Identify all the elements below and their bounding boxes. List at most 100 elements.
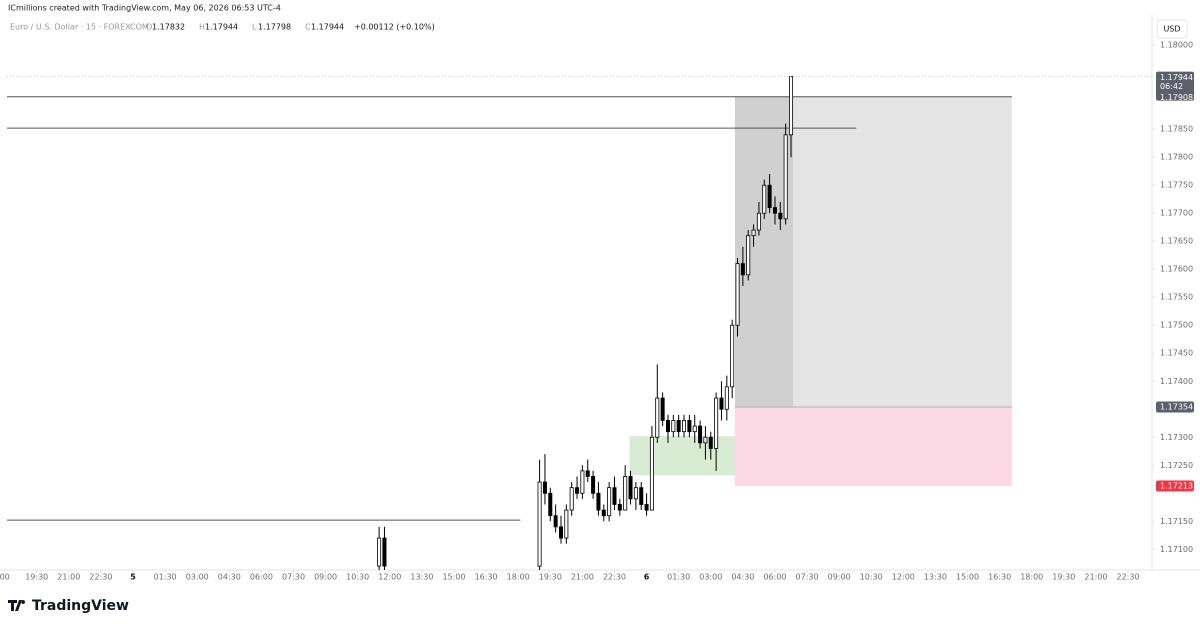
filled-area (734, 96, 793, 408)
x-tick-label: 18:00 (1020, 573, 1043, 582)
candle-body (639, 487, 644, 505)
candle-body (548, 492, 553, 517)
candle-body (783, 134, 788, 220)
countdown: 06:42 (1160, 82, 1183, 91)
y-tick-label: 1.17700 (1160, 209, 1193, 218)
candle-body (789, 76, 794, 136)
x-tick-label: 10:30 (860, 573, 883, 582)
zone (629, 436, 735, 476)
entry-price: 1.17354 (1160, 403, 1193, 412)
x-tick-label: 19:30 (1052, 573, 1075, 582)
stop-tag (1156, 480, 1194, 492)
ohlc-value: 1.17832 (152, 23, 185, 32)
y-tick-label: 1.17550 (1160, 293, 1193, 302)
x-tick-label: 19:30 (25, 573, 48, 582)
x-tick-label: 13:30 (924, 573, 947, 582)
x-tick-label: 22:30 (89, 573, 112, 582)
x-tick-label: 01:30 (667, 573, 690, 582)
x-tick-label: 07:30 (282, 573, 305, 582)
candle-body (730, 324, 735, 388)
candle-body (575, 487, 580, 494)
y-tick-label: 1.17650 (1160, 237, 1193, 246)
x-tick-label: 00 (0, 573, 10, 582)
x-tick-label: 22:30 (603, 573, 626, 582)
currency-button[interactable] (1156, 19, 1188, 39)
y-tick-label: 1.17250 (1160, 461, 1193, 470)
ohlc-value: 1.17944 (205, 23, 238, 32)
x-tick-label: 07:30 (796, 573, 819, 582)
logo (8, 600, 26, 611)
y-tick-label: 1.17750 (1160, 181, 1193, 190)
credit: ICmillions created with TradingView.com,… (8, 4, 281, 13)
candle-body (377, 537, 382, 567)
change: +0.00112 (+0.10%) (354, 23, 435, 32)
candle-body (762, 184, 767, 214)
x-tick-label: 12:00 (378, 573, 401, 582)
candle-body (676, 420, 681, 433)
candle-body (778, 212, 783, 220)
x-tick-label: 03:00 (699, 573, 722, 582)
candle-body (756, 212, 761, 231)
candle-body (724, 386, 729, 410)
ohlc-key: C (305, 23, 311, 32)
candle-body (649, 436, 654, 511)
candle-body (714, 397, 719, 449)
brand: TradingView (32, 598, 129, 614)
x-tick-label: 01:30 (154, 573, 177, 582)
x-tick-label: 16:30 (988, 573, 1011, 582)
x-tick-label: 13:30 (410, 573, 433, 582)
candle-body (596, 492, 601, 511)
candle-body (692, 425, 697, 433)
stop-area (734, 407, 1012, 486)
last-price: 1.17944 (1160, 73, 1193, 82)
candle-body (655, 397, 660, 438)
candle-body (644, 504, 649, 511)
x-tick-label: 04:30 (731, 573, 754, 582)
plot (7, 76, 1012, 570)
x-tick-label: 21:00 (571, 573, 594, 582)
x-tick-label: 15:00 (956, 573, 979, 582)
candle-body (708, 436, 713, 449)
y-tick-label: 1.18000 (1160, 41, 1193, 50)
x-tick-label: 19:30 (539, 573, 562, 582)
y-tick-label: 1.17300 (1160, 433, 1193, 442)
ohlc-key: O (146, 23, 152, 32)
candle-body (580, 470, 585, 494)
x-tick-label: 6 (644, 573, 650, 582)
candle-body (612, 487, 617, 505)
ohlc-value: 1.17944 (311, 23, 344, 32)
x-tick-label: 5 (130, 573, 136, 582)
candle-body (740, 263, 745, 276)
x-tick-label: 21:00 (57, 573, 80, 582)
x-tick-label: 06:00 (763, 573, 786, 582)
candle-body (601, 509, 606, 517)
y-tick-label: 1.17150 (1160, 517, 1193, 526)
candle-body (382, 537, 387, 567)
y-tick-label: 1.17800 (1160, 153, 1193, 162)
ohlc-key: L (252, 23, 257, 32)
candle-body (687, 420, 692, 433)
x-tick-label: 04:30 (218, 573, 241, 582)
candle-body (628, 476, 633, 500)
x-tick-label: 22:30 (1117, 573, 1140, 582)
candle-body (665, 420, 670, 433)
candle-body (607, 487, 612, 517)
y-tick-label: 1.17600 (1160, 265, 1193, 274)
y-tick-label: 1.17400 (1160, 377, 1193, 386)
candle-body (585, 470, 590, 477)
candle-body (569, 487, 574, 511)
symbol: Euro / U.S. Dollar · 15 · FOREXCOM (10, 23, 149, 32)
stop-price: 1.17213 (1160, 481, 1193, 490)
target-price: 1.17908 (1160, 93, 1193, 102)
candle-body (564, 509, 569, 539)
ohlc-key: H (199, 23, 205, 32)
x-tick-label: 10:30 (346, 573, 369, 582)
candle-body (735, 263, 740, 326)
x-tick-label: 21:00 (1084, 573, 1107, 582)
candle-body (591, 476, 596, 494)
candle-body (751, 229, 756, 237)
x-tick-label: 09:00 (828, 573, 851, 582)
candle-body (617, 504, 622, 511)
x-tick-label: 06:00 (250, 573, 273, 582)
